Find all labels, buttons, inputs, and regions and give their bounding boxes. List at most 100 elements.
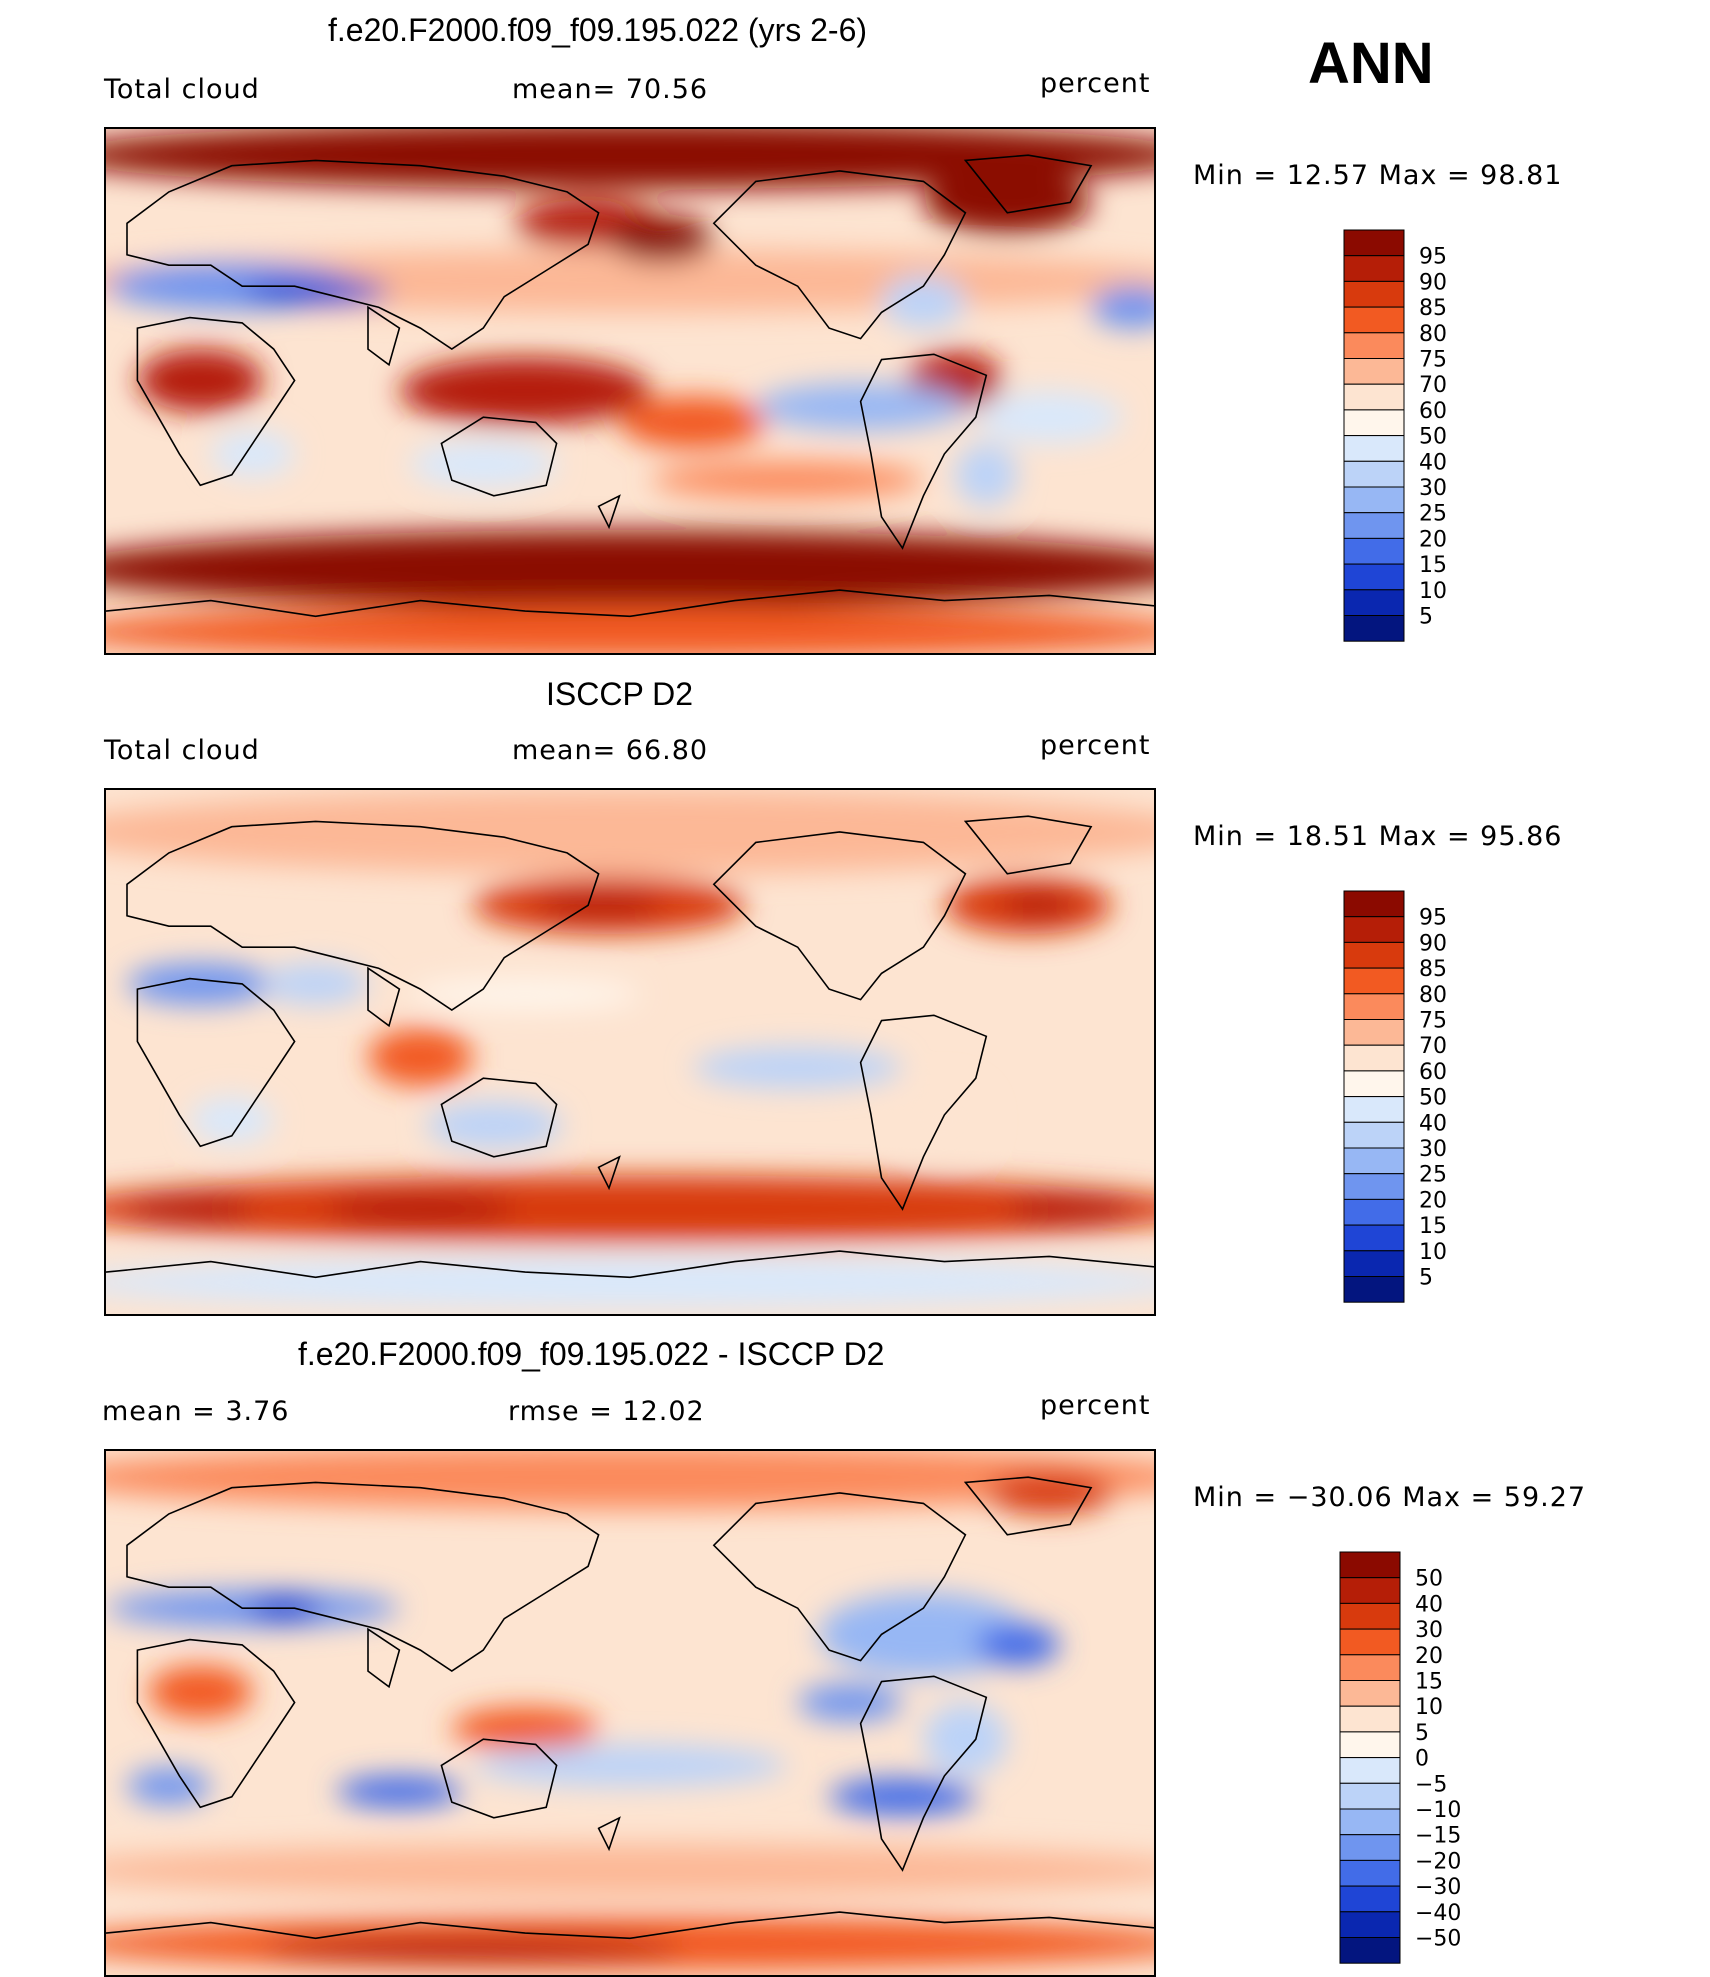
panel1-title: f.e20.F2000.f09_f09.195.022 (yrs 2-6) — [328, 12, 868, 48]
colorbar-swatch — [1339, 1680, 1401, 1707]
panel2-minmax: Min = 18.51 Max = 95.86 — [1193, 821, 1563, 852]
coastline — [712, 831, 967, 1001]
colorbar-level-label: 50 — [1419, 1086, 1447, 1111]
colorbar-swatch — [1343, 941, 1405, 969]
field-region — [472, 1744, 788, 1787]
coastline — [440, 1077, 558, 1158]
field-region — [126, 1193, 253, 1225]
field-region — [829, 1778, 976, 1816]
panel3-minmax: Min = −30.06 Max = 59.27 — [1193, 1482, 1587, 1513]
colorbar-swatch — [1343, 358, 1405, 385]
field-region — [106, 1256, 1154, 1309]
colorbar-level-label: 80 — [1419, 983, 1447, 1008]
colorbar-level-label: 0 — [1415, 1747, 1429, 1772]
coastline — [963, 815, 1093, 875]
colorbar-swatch — [1339, 1705, 1401, 1733]
colorbar-level-label: 20 — [1415, 1644, 1443, 1669]
coastline — [367, 1627, 401, 1689]
field-region — [106, 790, 1154, 874]
panel2-title: ISCCP D2 — [546, 676, 694, 712]
field-region — [106, 1844, 1154, 1897]
coastline — [859, 1014, 988, 1211]
coastline — [126, 820, 600, 1012]
colorbar-level-label: 90 — [1419, 270, 1447, 295]
panel2-colorbar: 95 90 85 80 75 70 60 50 40 30 25 20 15 10 5 — [1343, 890, 1503, 1305]
coastline — [597, 494, 621, 530]
coastline — [136, 316, 296, 487]
panel1-mean-label: mean= 70.56 — [512, 74, 709, 105]
field-region — [336, 1775, 463, 1808]
colorbar-swatch — [1343, 1276, 1405, 1303]
colorbar-level-label: −5 — [1415, 1772, 1447, 1797]
colorbar-swatch — [1343, 1121, 1405, 1149]
panel1-left-label: Total cloud — [104, 74, 260, 105]
field-region — [902, 1083, 987, 1157]
field-region — [126, 962, 274, 1005]
colorbar-level-label: 30 — [1419, 1137, 1447, 1162]
colorbar-swatch — [1343, 1250, 1405, 1277]
colorbar-level-label: 30 — [1419, 476, 1447, 501]
field-region — [986, 1471, 1113, 1514]
field-region — [609, 215, 714, 263]
colorbar-swatch — [1343, 1019, 1405, 1046]
panel2-left-label: Total cloud — [104, 735, 260, 766]
field-region — [106, 1451, 1154, 1509]
coastline — [106, 589, 1154, 618]
colorbar-level-label: 50 — [1419, 425, 1447, 450]
colorbar-level-label: 70 — [1419, 1034, 1447, 1059]
panel3-map — [104, 1449, 1156, 1977]
panel1-colorbar: 95 90 85 80 75 70 60 50 40 30 25 20 15 10 5 — [1343, 229, 1503, 644]
coastline — [712, 1492, 967, 1662]
field-region — [619, 396, 767, 449]
colorbar-level-label: 90 — [1419, 931, 1447, 956]
colorbar-swatch — [1339, 1782, 1401, 1810]
colorbar-level-label: −30 — [1415, 1875, 1461, 1900]
field-region — [106, 1175, 1154, 1244]
colorbar-level-label: 15 — [1419, 553, 1447, 578]
colorbar-level-label: 10 — [1415, 1695, 1443, 1720]
colorbar-swatch — [1343, 1044, 1405, 1072]
colorbar-level-label: 50 — [1415, 1567, 1443, 1592]
colorbar-level-label: 20 — [1419, 1188, 1447, 1213]
colorbar-level-label: 85 — [1419, 957, 1447, 982]
field-region — [881, 275, 966, 329]
colorbar-swatch — [1343, 589, 1405, 616]
field-region — [797, 1684, 903, 1721]
colorbar-swatch — [1339, 1602, 1401, 1630]
field-region — [189, 1096, 274, 1144]
panel2-units: percent — [1040, 730, 1151, 761]
colorbar-swatch — [1343, 512, 1405, 539]
colorbar-level-label: 40 — [1419, 450, 1447, 475]
colorbar-swatch — [1339, 1731, 1401, 1759]
colorbar-swatch — [1339, 1911, 1401, 1938]
panel2-mean-label: mean= 66.80 — [512, 735, 709, 766]
coastline — [367, 305, 401, 367]
colorbar-level-label: −10 — [1415, 1798, 1461, 1823]
colorbar-swatch — [1343, 486, 1405, 514]
field-region — [106, 529, 1154, 609]
field-region — [368, 1028, 473, 1087]
coastline — [106, 1911, 1154, 1940]
field-region — [106, 129, 1154, 190]
coastline — [859, 353, 988, 550]
colorbar-level-label: −40 — [1415, 1901, 1461, 1926]
colorbar-level-label: 15 — [1415, 1670, 1443, 1695]
colorbar-swatch — [1343, 1096, 1405, 1123]
field-region — [975, 1623, 1060, 1666]
colorbar-swatch — [1339, 1577, 1401, 1604]
coastline — [597, 1816, 621, 1852]
colorbar-swatch — [1343, 1198, 1405, 1226]
colorbar-swatch — [1343, 916, 1405, 943]
panel3-units: percent — [1040, 1390, 1151, 1421]
colorbar-level-label: −15 — [1415, 1824, 1461, 1849]
coastline — [367, 966, 401, 1028]
colorbar-level-label: 5 — [1415, 1721, 1429, 1746]
field-region — [263, 962, 368, 1005]
panel3-title: f.e20.F2000.f09_f09.195.022 - ISCCP D2 — [298, 1336, 885, 1372]
panel1-minmax: Min = 12.57 Max = 98.81 — [1193, 160, 1563, 191]
colorbar-level-label: −50 — [1415, 1927, 1461, 1952]
colorbar-swatch — [1343, 1173, 1405, 1200]
colorbar-swatch — [1343, 435, 1405, 462]
colorbar-level-label: 15 — [1419, 1214, 1447, 1239]
colorbar-swatch — [1343, 967, 1405, 995]
